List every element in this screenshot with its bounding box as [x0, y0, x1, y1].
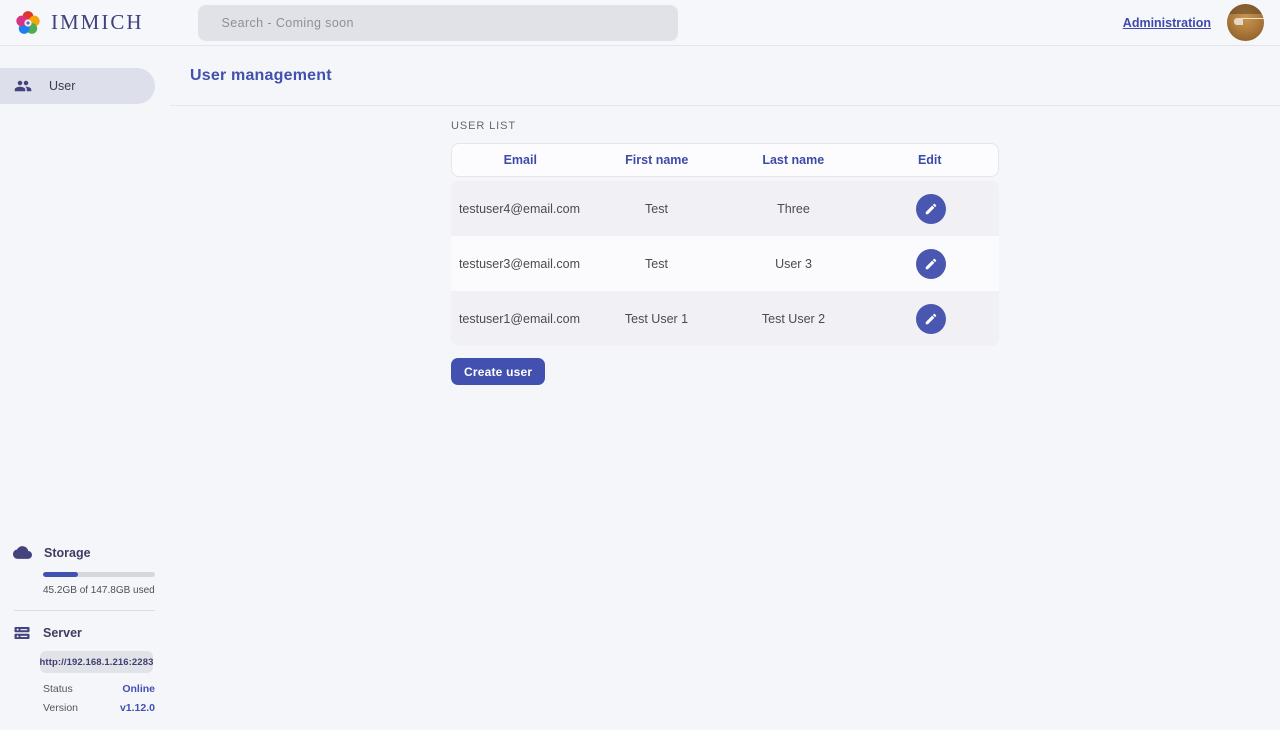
cell-last-name: Three — [777, 201, 810, 216]
immich-flower-icon — [16, 10, 40, 34]
page-header: User management — [170, 46, 1280, 106]
cloud-icon — [13, 546, 32, 559]
create-user-button[interactable]: Create user — [451, 358, 546, 385]
top-bar: IMMICH Administration — [0, 0, 1280, 46]
col-header-first-name: First name — [625, 153, 689, 167]
cell-last-name: Test User 2 — [761, 311, 826, 326]
edit-user-button[interactable] — [915, 303, 946, 334]
sidebar-item-user[interactable]: User — [0, 68, 155, 104]
main-content: User management USER LIST Email First na… — [170, 46, 1280, 730]
cell-first-name: Test User 1 — [624, 311, 689, 326]
storage-title: Storage — [44, 545, 91, 560]
cell-email: testuser4@email.com — [458, 201, 581, 216]
server-version-label: Version — [43, 702, 79, 714]
pencil-icon — [925, 258, 936, 269]
people-icon — [14, 80, 32, 92]
server-status-label: Status — [43, 683, 73, 695]
sidebar-divider — [14, 610, 155, 611]
user-table-body: testuser4@email.com Test Three testuser3… — [451, 181, 999, 346]
server-status-value: Online — [122, 683, 155, 695]
col-header-edit: Edit — [917, 153, 942, 167]
server-url-badge: http://192.168.1.216:2283 — [40, 651, 153, 673]
sidebar-status-panel: Storage 45.2GB of 147.8GB used Server ht… — [0, 543, 170, 730]
user-table-header: Email First name Last name Edit — [451, 143, 999, 177]
sidebar-item-label: User — [49, 79, 76, 93]
user-list-heading: USER LIST — [451, 120, 516, 132]
table-row: testuser3@email.com Test User 3 — [451, 236, 999, 291]
storage-usage-label: 45.2GB of 147.8GB used — [43, 585, 155, 596]
server-version-value: v1.12.0 — [119, 702, 155, 714]
edit-user-button[interactable] — [915, 193, 946, 224]
administration-link[interactable]: Administration — [1122, 15, 1211, 30]
col-header-email: Email — [503, 153, 537, 167]
storage-progress-bar — [43, 572, 155, 577]
immich-logo[interactable]: IMMICH — [14, 9, 144, 37]
search-input[interactable] — [197, 4, 678, 41]
server-status-row: Status Online — [43, 683, 155, 695]
col-header-last-name: Last name — [762, 153, 825, 167]
server-icon — [14, 627, 30, 639]
table-row: testuser1@email.com Test User 1 Test Use… — [451, 291, 999, 346]
user-list-section: USER LIST Email First name Last name Edi… — [451, 106, 999, 385]
pencil-icon — [925, 313, 936, 324]
brand-wordmark: IMMICH — [51, 10, 144, 34]
storage-progress-fill — [43, 572, 78, 577]
page-title: User management — [190, 66, 332, 84]
storage-header: Storage — [0, 543, 170, 562]
cell-first-name: Test — [645, 256, 668, 271]
pencil-icon — [925, 203, 936, 214]
user-avatar[interactable] — [1227, 4, 1264, 41]
edit-user-button[interactable] — [915, 248, 946, 279]
server-header: Server — [0, 624, 170, 642]
cell-last-name: User 3 — [775, 256, 812, 271]
server-version-row: Version v1.12.0 — [43, 702, 155, 714]
admin-sidebar: User Storage 45.2GB of 147.8GB used — [0, 46, 170, 730]
table-row: testuser4@email.com Test Three — [451, 181, 999, 236]
cell-email: testuser3@email.com — [458, 256, 581, 271]
server-title: Server — [43, 626, 82, 640]
cell-first-name: Test — [645, 201, 668, 216]
cell-email: testuser1@email.com — [458, 311, 581, 326]
